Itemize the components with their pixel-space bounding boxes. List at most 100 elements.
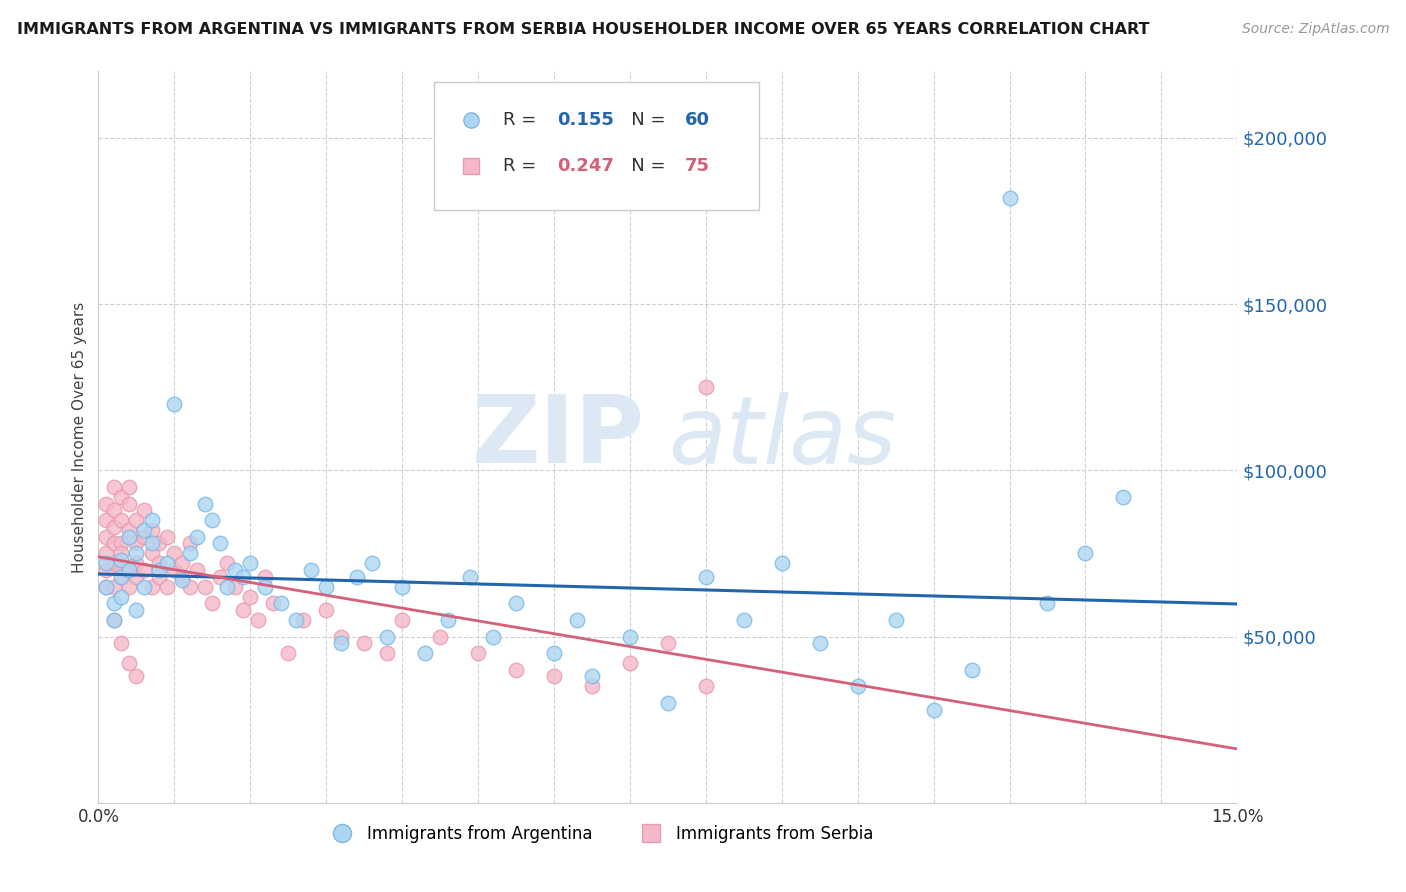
Point (148, 557, 170, 571)
Point (110, 490, 132, 504)
Point (179, 580, 201, 594)
Point (103, 596, 125, 610)
Point (125, 513, 148, 527)
Point (179, 546, 201, 560)
Text: ZIP: ZIP (472, 391, 645, 483)
Point (543, 646, 565, 660)
Point (163, 563, 186, 577)
Point (375, 646, 398, 660)
Point (170, 573, 193, 587)
Point (148, 570, 170, 584)
Point (118, 530, 141, 544)
Point (141, 523, 163, 537)
Point (299, 563, 322, 577)
Point (581, 669, 603, 683)
Point (375, 630, 398, 644)
Point (156, 580, 179, 594)
Point (884, 613, 907, 627)
Point (460, 570, 482, 584)
Point (110, 636, 132, 650)
Point (217, 580, 239, 594)
Point (391, 613, 413, 627)
Point (125, 603, 148, 617)
Point (346, 570, 368, 584)
Point (94, 513, 117, 527)
Text: 60: 60 (685, 112, 710, 129)
Text: Source: ZipAtlas.com: Source: ZipAtlas.com (1241, 22, 1389, 37)
Point (315, 603, 337, 617)
Text: R =: R = (503, 112, 541, 129)
Point (118, 497, 141, 511)
Point (254, 580, 277, 594)
Point (217, 557, 239, 571)
Point (232, 570, 254, 584)
Point (156, 530, 179, 544)
Point (413, 646, 436, 660)
Point (141, 536, 163, 550)
Point (94, 546, 117, 560)
Point (132, 530, 155, 544)
Point (125, 669, 148, 683)
Point (208, 536, 231, 550)
Point (239, 557, 262, 571)
Point (186, 530, 208, 544)
Point (141, 580, 163, 594)
Point (132, 580, 155, 594)
Point (163, 397, 186, 411)
Point (125, 570, 148, 584)
Point (194, 580, 217, 594)
Point (148, 536, 170, 550)
Point (170, 570, 193, 584)
Point (1074, 546, 1097, 560)
Text: 75: 75 (685, 158, 710, 176)
Point (284, 613, 307, 627)
Point (543, 669, 565, 683)
Text: IMMIGRANTS FROM ARGENTINA VS IMMIGRANTS FROM SERBIA HOUSEHOLDER INCOME OVER 65 Y: IMMIGRANTS FROM ARGENTINA VS IMMIGRANTS … (17, 22, 1149, 37)
Point (118, 656, 141, 670)
Point (277, 646, 299, 660)
Point (156, 557, 179, 571)
Text: 0.155: 0.155 (557, 112, 614, 129)
Point (110, 563, 132, 577)
Point (194, 497, 217, 511)
Point (330, 630, 353, 644)
Point (94, 530, 117, 544)
Point (695, 380, 717, 394)
Point (110, 553, 132, 567)
Point (998, 191, 1021, 205)
Point (103, 613, 125, 627)
Point (103, 580, 125, 594)
Point (1112, 490, 1135, 504)
Point (505, 663, 527, 677)
Point (110, 570, 132, 584)
Point (125, 546, 148, 560)
Point (201, 596, 224, 610)
Point (330, 636, 353, 650)
Point (118, 480, 141, 494)
Point (292, 613, 315, 627)
Point (695, 680, 717, 694)
Point (208, 570, 231, 584)
Point (125, 536, 148, 550)
Point (118, 563, 141, 577)
Point (103, 503, 125, 517)
Point (922, 703, 945, 717)
Legend: Immigrants from Argentina, Immigrants from Serbia: Immigrants from Argentina, Immigrants fr… (319, 818, 880, 849)
Point (118, 563, 141, 577)
Point (110, 590, 132, 604)
Point (1036, 596, 1059, 610)
Point (103, 520, 125, 534)
Point (353, 636, 375, 650)
Point (110, 570, 132, 584)
Point (467, 646, 489, 660)
Point (201, 513, 224, 527)
Point (110, 536, 132, 550)
Point (846, 680, 869, 694)
Point (94, 563, 117, 577)
Point (270, 596, 292, 610)
Point (224, 563, 246, 577)
Point (179, 536, 201, 550)
Text: 0.247: 0.247 (557, 158, 614, 176)
Point (118, 523, 141, 537)
Point (110, 513, 132, 527)
